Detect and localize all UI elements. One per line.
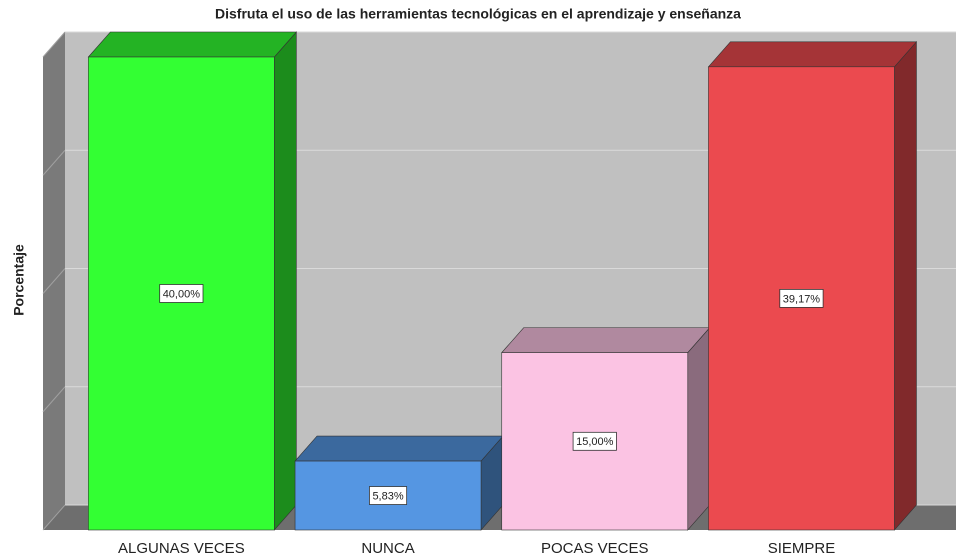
x-tick-label: ALGUNAS VECES <box>118 540 245 557</box>
value-label: 5,83% <box>372 490 403 502</box>
bar-side <box>687 326 711 531</box>
value-label-box <box>159 284 204 303</box>
grid-line <box>42 31 66 58</box>
grid-line <box>42 149 66 176</box>
x-tick-label: SIEMPRE <box>768 540 836 557</box>
chart-title: Disfruta el uso de las herramientas tecn… <box>215 6 741 22</box>
grid-line <box>42 386 66 413</box>
bar-side <box>274 31 297 531</box>
grid-line <box>42 504 66 531</box>
x-tick-label: POCAS VECES <box>541 540 649 557</box>
x-tick-label: NUNCA <box>361 540 414 557</box>
bar-top <box>87 31 298 58</box>
grid-line <box>42 268 66 294</box>
bar-side <box>894 41 917 531</box>
y-axis-label: Porcentaje <box>11 244 27 316</box>
value-label-box <box>779 289 824 308</box>
value-label-box <box>572 431 617 451</box>
value-label-box <box>369 486 408 505</box>
bar-top <box>294 435 504 462</box>
value-label: 39,17% <box>783 293 821 305</box>
bar <box>294 460 482 531</box>
bar-top <box>707 41 918 68</box>
value-label: 15,00% <box>576 436 614 448</box>
value-label: 40,00% <box>163 288 201 300</box>
bar-top <box>501 327 711 353</box>
